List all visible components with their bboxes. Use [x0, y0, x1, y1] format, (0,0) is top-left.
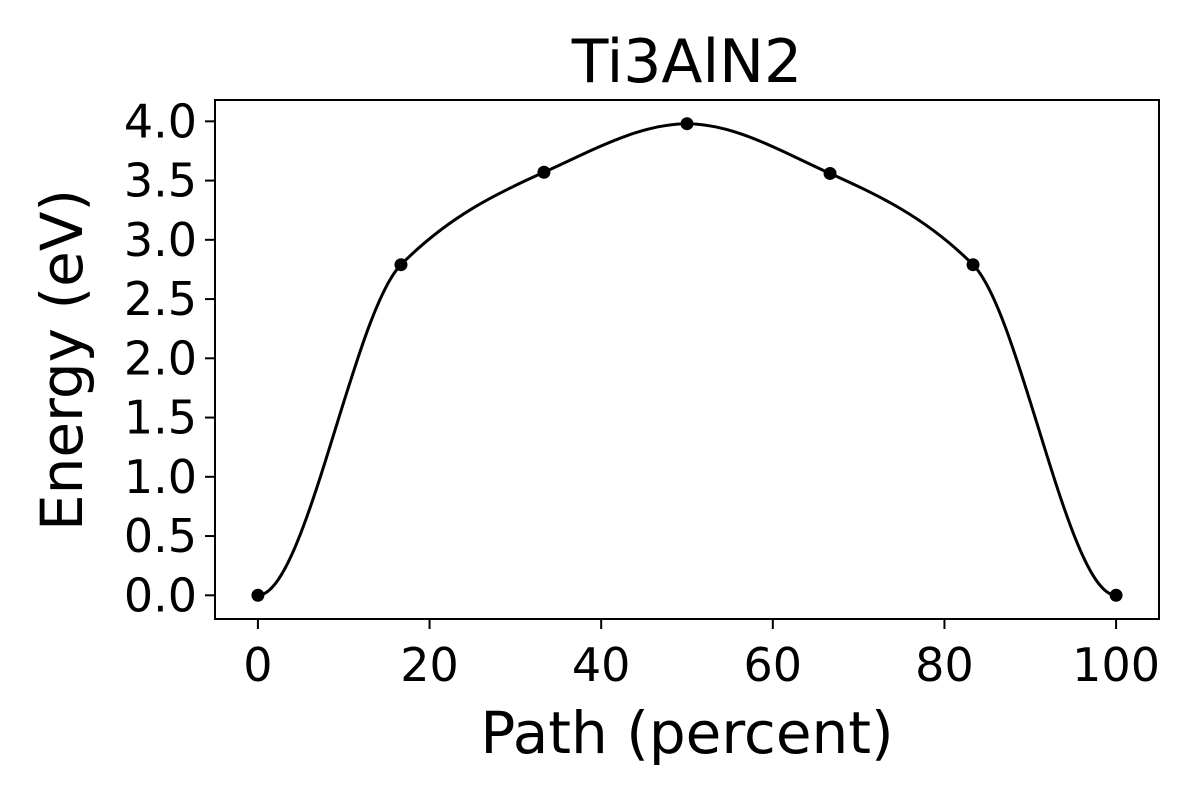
y-tick-label: 1.5 — [124, 391, 197, 445]
data-point — [537, 165, 551, 179]
x-tick-label: 80 — [915, 638, 974, 692]
x-axis: 0 20 40 60 80 100 — [243, 619, 1160, 692]
y-axis: 0.00.51.01.5 2.02.53.03.5 4.0 — [124, 94, 215, 622]
x-tick-label: 0 — [243, 638, 272, 692]
data-point — [1109, 588, 1123, 602]
plot-area — [251, 117, 1123, 602]
y-tick-label: 2.0 — [124, 331, 197, 385]
y-tick-label: 2.5 — [124, 272, 197, 326]
data-point — [394, 258, 408, 272]
data-point — [680, 117, 694, 131]
plot-frame — [214, 99, 1160, 620]
y-tick-label: 3.0 — [124, 213, 197, 267]
y-tick-label: 0.5 — [124, 509, 197, 563]
data-point — [251, 588, 265, 602]
y-tick-label: 3.5 — [124, 154, 197, 208]
x-tick-label: 60 — [744, 638, 803, 692]
x-tick-label: 20 — [400, 638, 459, 692]
chart-title: Ti3AlN2 — [571, 27, 802, 97]
y-tick-label: 1.0 — [124, 450, 197, 504]
y-axis-label: Energy (eV) — [28, 189, 96, 531]
y-tick-label: 4.0 — [124, 94, 197, 148]
data-point — [823, 166, 837, 180]
y-tick-label: 0.0 — [124, 568, 197, 622]
x-axis-label: Path (percent) — [480, 699, 893, 767]
series-line — [257, 122, 1117, 597]
data-point — [966, 258, 980, 272]
x-tick-label: 40 — [572, 638, 631, 692]
x-tick-label: 100 — [1072, 638, 1160, 692]
